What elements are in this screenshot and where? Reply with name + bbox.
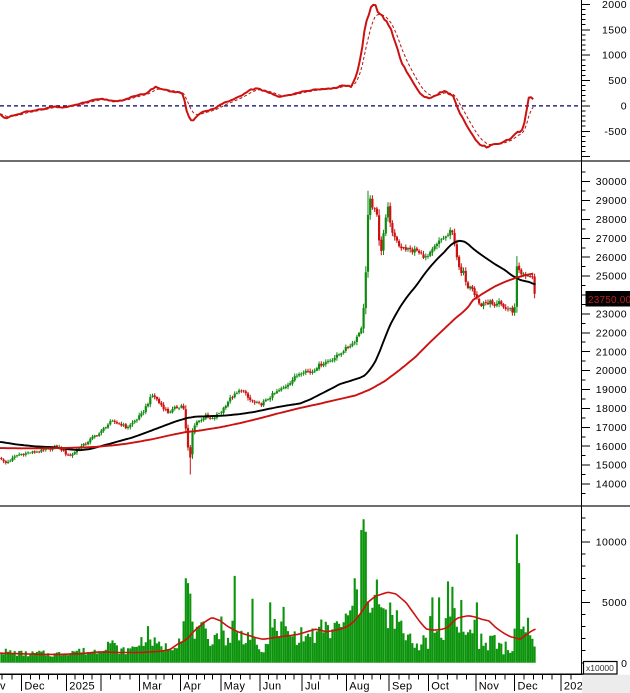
svg-text:0: 0 xyxy=(621,101,627,113)
svg-text:2000: 2000 xyxy=(602,0,627,11)
svg-text:15000: 15000 xyxy=(596,460,627,472)
svg-text:5000: 5000 xyxy=(602,597,627,609)
svg-text:May: May xyxy=(224,681,246,693)
svg-text:26000: 26000 xyxy=(596,252,627,264)
svg-text:500: 500 xyxy=(608,75,627,87)
svg-text:1500: 1500 xyxy=(602,24,627,36)
svg-text:23000: 23000 xyxy=(596,309,627,321)
svg-text:23750.00: 23750.00 xyxy=(588,295,630,306)
svg-text:14000: 14000 xyxy=(596,479,627,491)
svg-text:Dec: Dec xyxy=(518,681,539,693)
svg-text:20000: 20000 xyxy=(596,365,627,377)
svg-text:22000: 22000 xyxy=(596,327,627,339)
svg-text:27000: 27000 xyxy=(596,233,627,245)
svg-text:Nov: Nov xyxy=(0,681,6,693)
svg-text:29000: 29000 xyxy=(596,195,627,207)
svg-text:Aug: Aug xyxy=(349,681,369,693)
svg-text:25000: 25000 xyxy=(596,271,627,283)
svg-text:Sep: Sep xyxy=(392,681,412,693)
svg-text:18000: 18000 xyxy=(596,403,627,415)
svg-text:1000: 1000 xyxy=(602,50,627,62)
svg-text:0: 0 xyxy=(621,658,627,670)
svg-text:Mar: Mar xyxy=(142,681,162,693)
svg-text:10000: 10000 xyxy=(596,537,627,549)
svg-text:28000: 28000 xyxy=(596,214,627,226)
svg-text:16000: 16000 xyxy=(596,441,627,453)
svg-text:x10000: x10000 xyxy=(586,663,614,673)
svg-text:21000: 21000 xyxy=(596,346,627,358)
svg-text:Dec: Dec xyxy=(24,681,45,693)
svg-text:Oct: Oct xyxy=(431,681,449,693)
svg-text:-500: -500 xyxy=(604,126,627,138)
svg-text:19000: 19000 xyxy=(596,384,627,396)
svg-text:Apr: Apr xyxy=(183,681,201,693)
svg-text:30000: 30000 xyxy=(596,176,627,188)
svg-text:17000: 17000 xyxy=(596,422,627,434)
svg-text:Jul: Jul xyxy=(305,681,320,693)
svg-text:2025: 2025 xyxy=(69,681,95,693)
svg-text:Jun: Jun xyxy=(263,681,282,693)
svg-text:Nov: Nov xyxy=(479,681,500,693)
